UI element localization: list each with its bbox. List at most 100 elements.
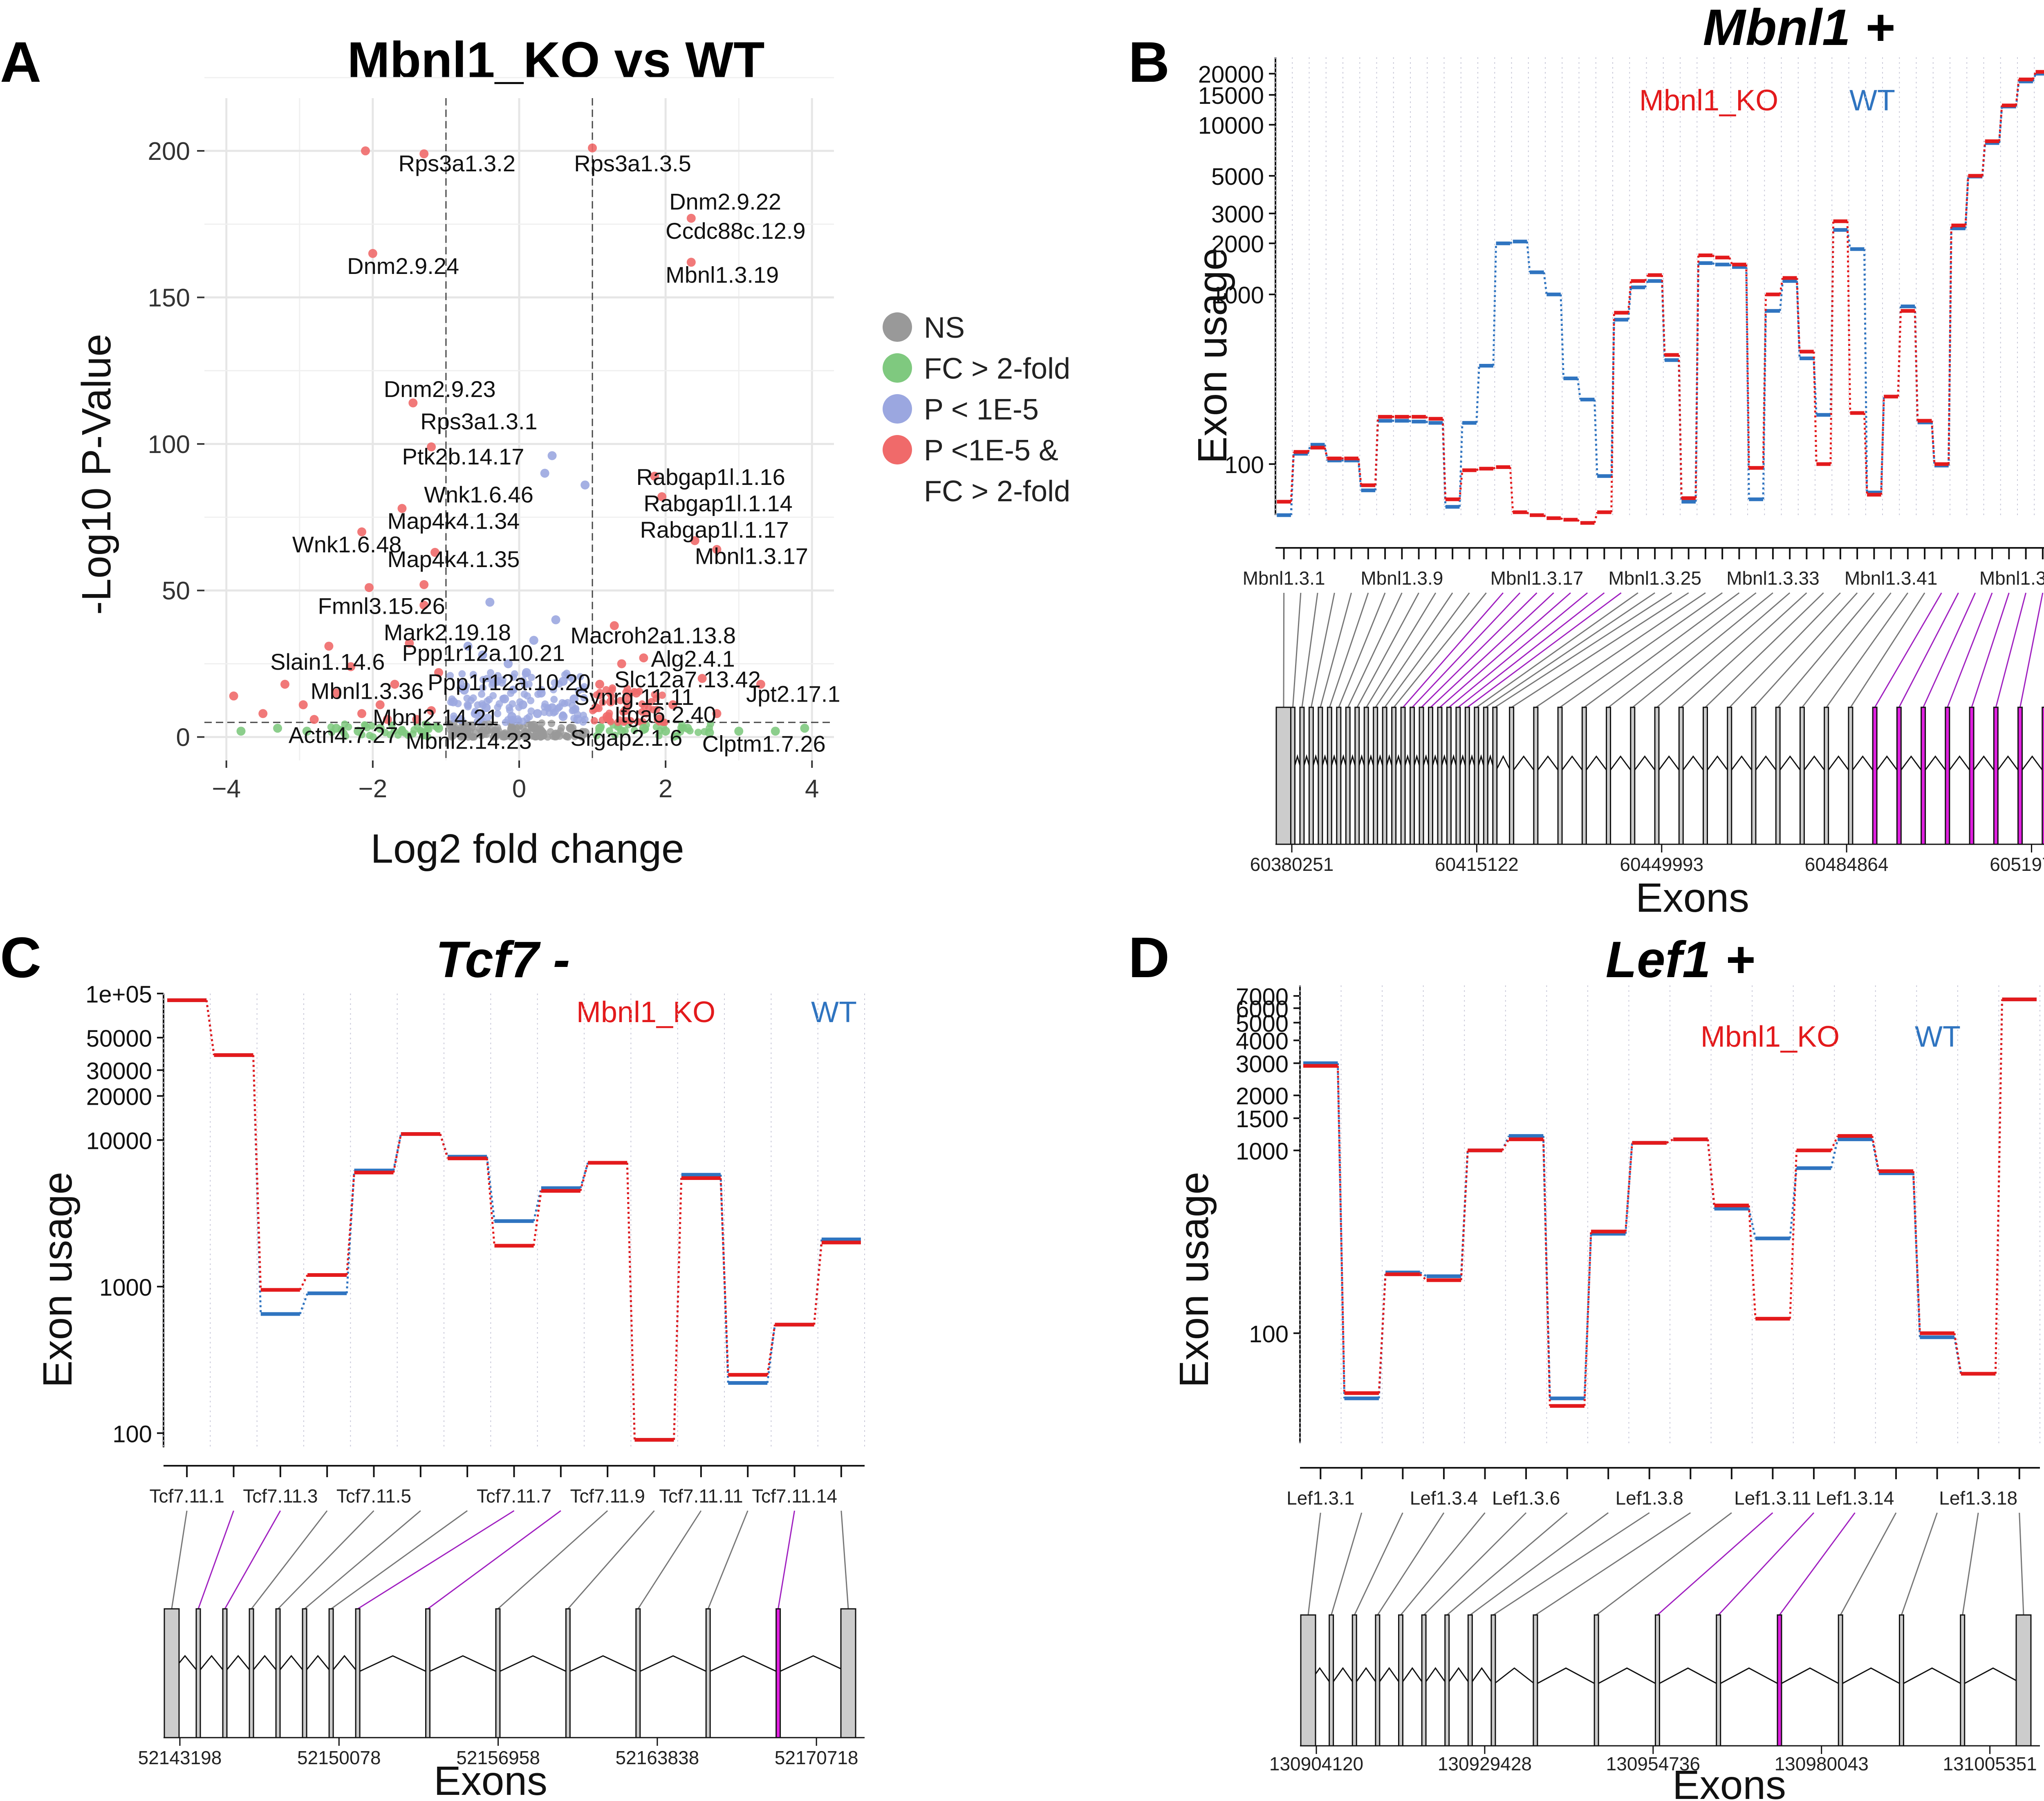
lef1-intron-line: [1446, 1667, 1471, 1685]
mbnl1-exon-link: [1467, 592, 1622, 708]
tcf7-ko-connector: [766, 1324, 776, 1375]
lef1-wt-connector: [1789, 1168, 1798, 1239]
volcano-fc-point: [340, 729, 348, 737]
mbnl1-intron-line: [1584, 755, 1609, 773]
lef1-y-tick-label: 5000: [1236, 1010, 1289, 1037]
volcano-gene-label: Alg2.4.1: [651, 646, 735, 672]
lef1-wt-connector: [1830, 1139, 1839, 1169]
volcano-point: [551, 615, 560, 624]
volcano-point: [485, 597, 495, 607]
volcano-gene-label: Mbnl2.14.21: [373, 704, 499, 730]
tcf7-exon-link: [197, 1510, 234, 1609]
volcano-cloud-point: [580, 694, 588, 702]
volcano-gene-label: Rabgap1l.1.16: [637, 464, 785, 490]
lef1-exon-box: [1329, 1614, 1334, 1747]
volcano-y-axis-title: -Log10 P-Value: [74, 334, 119, 615]
lef1-intron-line: [1493, 1667, 1536, 1685]
volcano-cloud-point: [510, 686, 518, 694]
mbnl1-exon-link: [1402, 592, 1504, 708]
volcano-point: [661, 727, 670, 736]
volcano-cloud-point: [448, 733, 455, 741]
volcano-point: [236, 727, 246, 736]
mbnl1-y-tick-label: 10000: [1198, 112, 1264, 139]
volcano-point: [686, 258, 696, 267]
tcf7-ko-connector: [439, 1133, 449, 1159]
mbnl1-intron-line: [1729, 755, 1755, 773]
mbnl1-wt-connector: [1576, 378, 1582, 400]
mbnl1-exon-link: [1535, 592, 1706, 708]
tcf7-exon-link: [778, 1510, 795, 1609]
lef1-wt-connector: [1419, 1272, 1427, 1277]
lef1-exon-link: [1535, 1512, 1691, 1616]
lef1-ko-connector: [1419, 1273, 1428, 1281]
mbnl1-intron-line: [1777, 755, 1803, 773]
lef1-wt-connector: [1378, 1272, 1387, 1399]
tcf7-intron-line: [197, 1655, 226, 1673]
lef1-y-tick-label: 2000: [1236, 1083, 1289, 1110]
volcano-point: [302, 727, 312, 736]
volcano-legend-swatch: [883, 312, 912, 342]
volcano-point: [610, 621, 619, 630]
mbnl1-wt-connector: [1560, 294, 1565, 379]
lef1-exon-box: [1898, 1614, 1904, 1747]
volcano-point: [734, 727, 744, 736]
mbnl1-ko-connector: [1374, 417, 1379, 486]
lef1-intron-line: [1718, 1667, 1780, 1685]
lef1-genome-tick-label: 130980043: [1775, 1753, 1869, 1774]
volcano-point: [346, 662, 356, 671]
mbnl1-exon-box: [1751, 706, 1757, 845]
mbnl1-exon-box: [1419, 706, 1424, 845]
lef1-intron-line: [1377, 1667, 1401, 1685]
volcano-point: [566, 724, 575, 733]
lef1-legend-ko: Mbnl1_KO: [1701, 1020, 1840, 1053]
lef1-intron-line: [1596, 1667, 1658, 1685]
lef1-y-tick-label: 7000: [1236, 984, 1289, 1010]
tcf7-y-tick-label: 20000: [86, 1084, 152, 1110]
mbnl1-exon-box: [1428, 706, 1433, 845]
lef1-ko-connector: [1789, 1150, 1798, 1319]
mbnl1-exon-box: [1391, 706, 1397, 845]
mbnl1-x-axis-title: Exons: [1636, 875, 1749, 921]
lef1-exon-box: [1594, 1614, 1599, 1747]
mbnl1-intron-line: [1608, 755, 1633, 773]
tcf7-exon-box: [222, 1608, 228, 1738]
lef1-intron-line: [1901, 1667, 1963, 1685]
lef1-exon-link: [2019, 1512, 2024, 1615]
volcano-point: [558, 677, 568, 686]
volcano-point: [529, 636, 538, 645]
volcano-point: [332, 724, 341, 733]
volcano-legend-label: P < 1E-5: [924, 393, 1039, 426]
volcano-point: [522, 729, 531, 739]
mbnl1-exon-box: [1492, 706, 1498, 845]
lef1-genome-tick-label: 130904120: [1269, 1753, 1363, 1774]
tcf7-exon-box: [635, 1608, 641, 1738]
lef1-exon-tick-label: Lef1.3.14: [1816, 1487, 1894, 1509]
mbnl1-exon-box: [1318, 706, 1323, 845]
volcano-sig-point: [623, 695, 631, 702]
mbnl1-ko-connector: [1476, 468, 1480, 471]
volcano-gene-label: Dnm2.9.22: [669, 188, 781, 214]
tcf7-exon-box: [840, 1608, 856, 1738]
mbnl1-intron-line: [1971, 755, 1997, 773]
volcano-legend-swatch: [883, 394, 912, 424]
lef1-intron-line: [1535, 1667, 1597, 1685]
mbnl1-exon-link: [2019, 592, 2044, 708]
volcano-cloud-point: [531, 733, 538, 740]
mbnl1-wt-connector: [1526, 241, 1531, 273]
volcano-gene-label: Clptm1.7.26: [702, 731, 826, 756]
volcano-point: [712, 545, 722, 554]
mbnl1-exon-link: [1560, 592, 1723, 708]
volcano-gene-label: Srgap2.1.6: [570, 725, 682, 751]
tcf7-intron-line: [330, 1655, 359, 1673]
mbnl1-exon-box: [1354, 706, 1360, 845]
lef1-y-tick-label: 1500: [1236, 1106, 1289, 1133]
mbnl1-ko-connector: [1981, 141, 1986, 176]
mbnl1-exon-link: [1320, 592, 1352, 708]
mbnl1-y-tick-label: 2000: [1211, 231, 1264, 258]
mbnl1-genome-tick-label: 60415122: [1435, 854, 1519, 875]
lef1-exon-box: [1838, 1614, 1843, 1747]
mbnl1-exon-link: [1947, 592, 1993, 708]
volcano-point: [500, 694, 509, 704]
mbnl1-exon-tick-label: Mbnl1.3.41: [1845, 567, 1938, 589]
volcano-point: [493, 729, 502, 739]
